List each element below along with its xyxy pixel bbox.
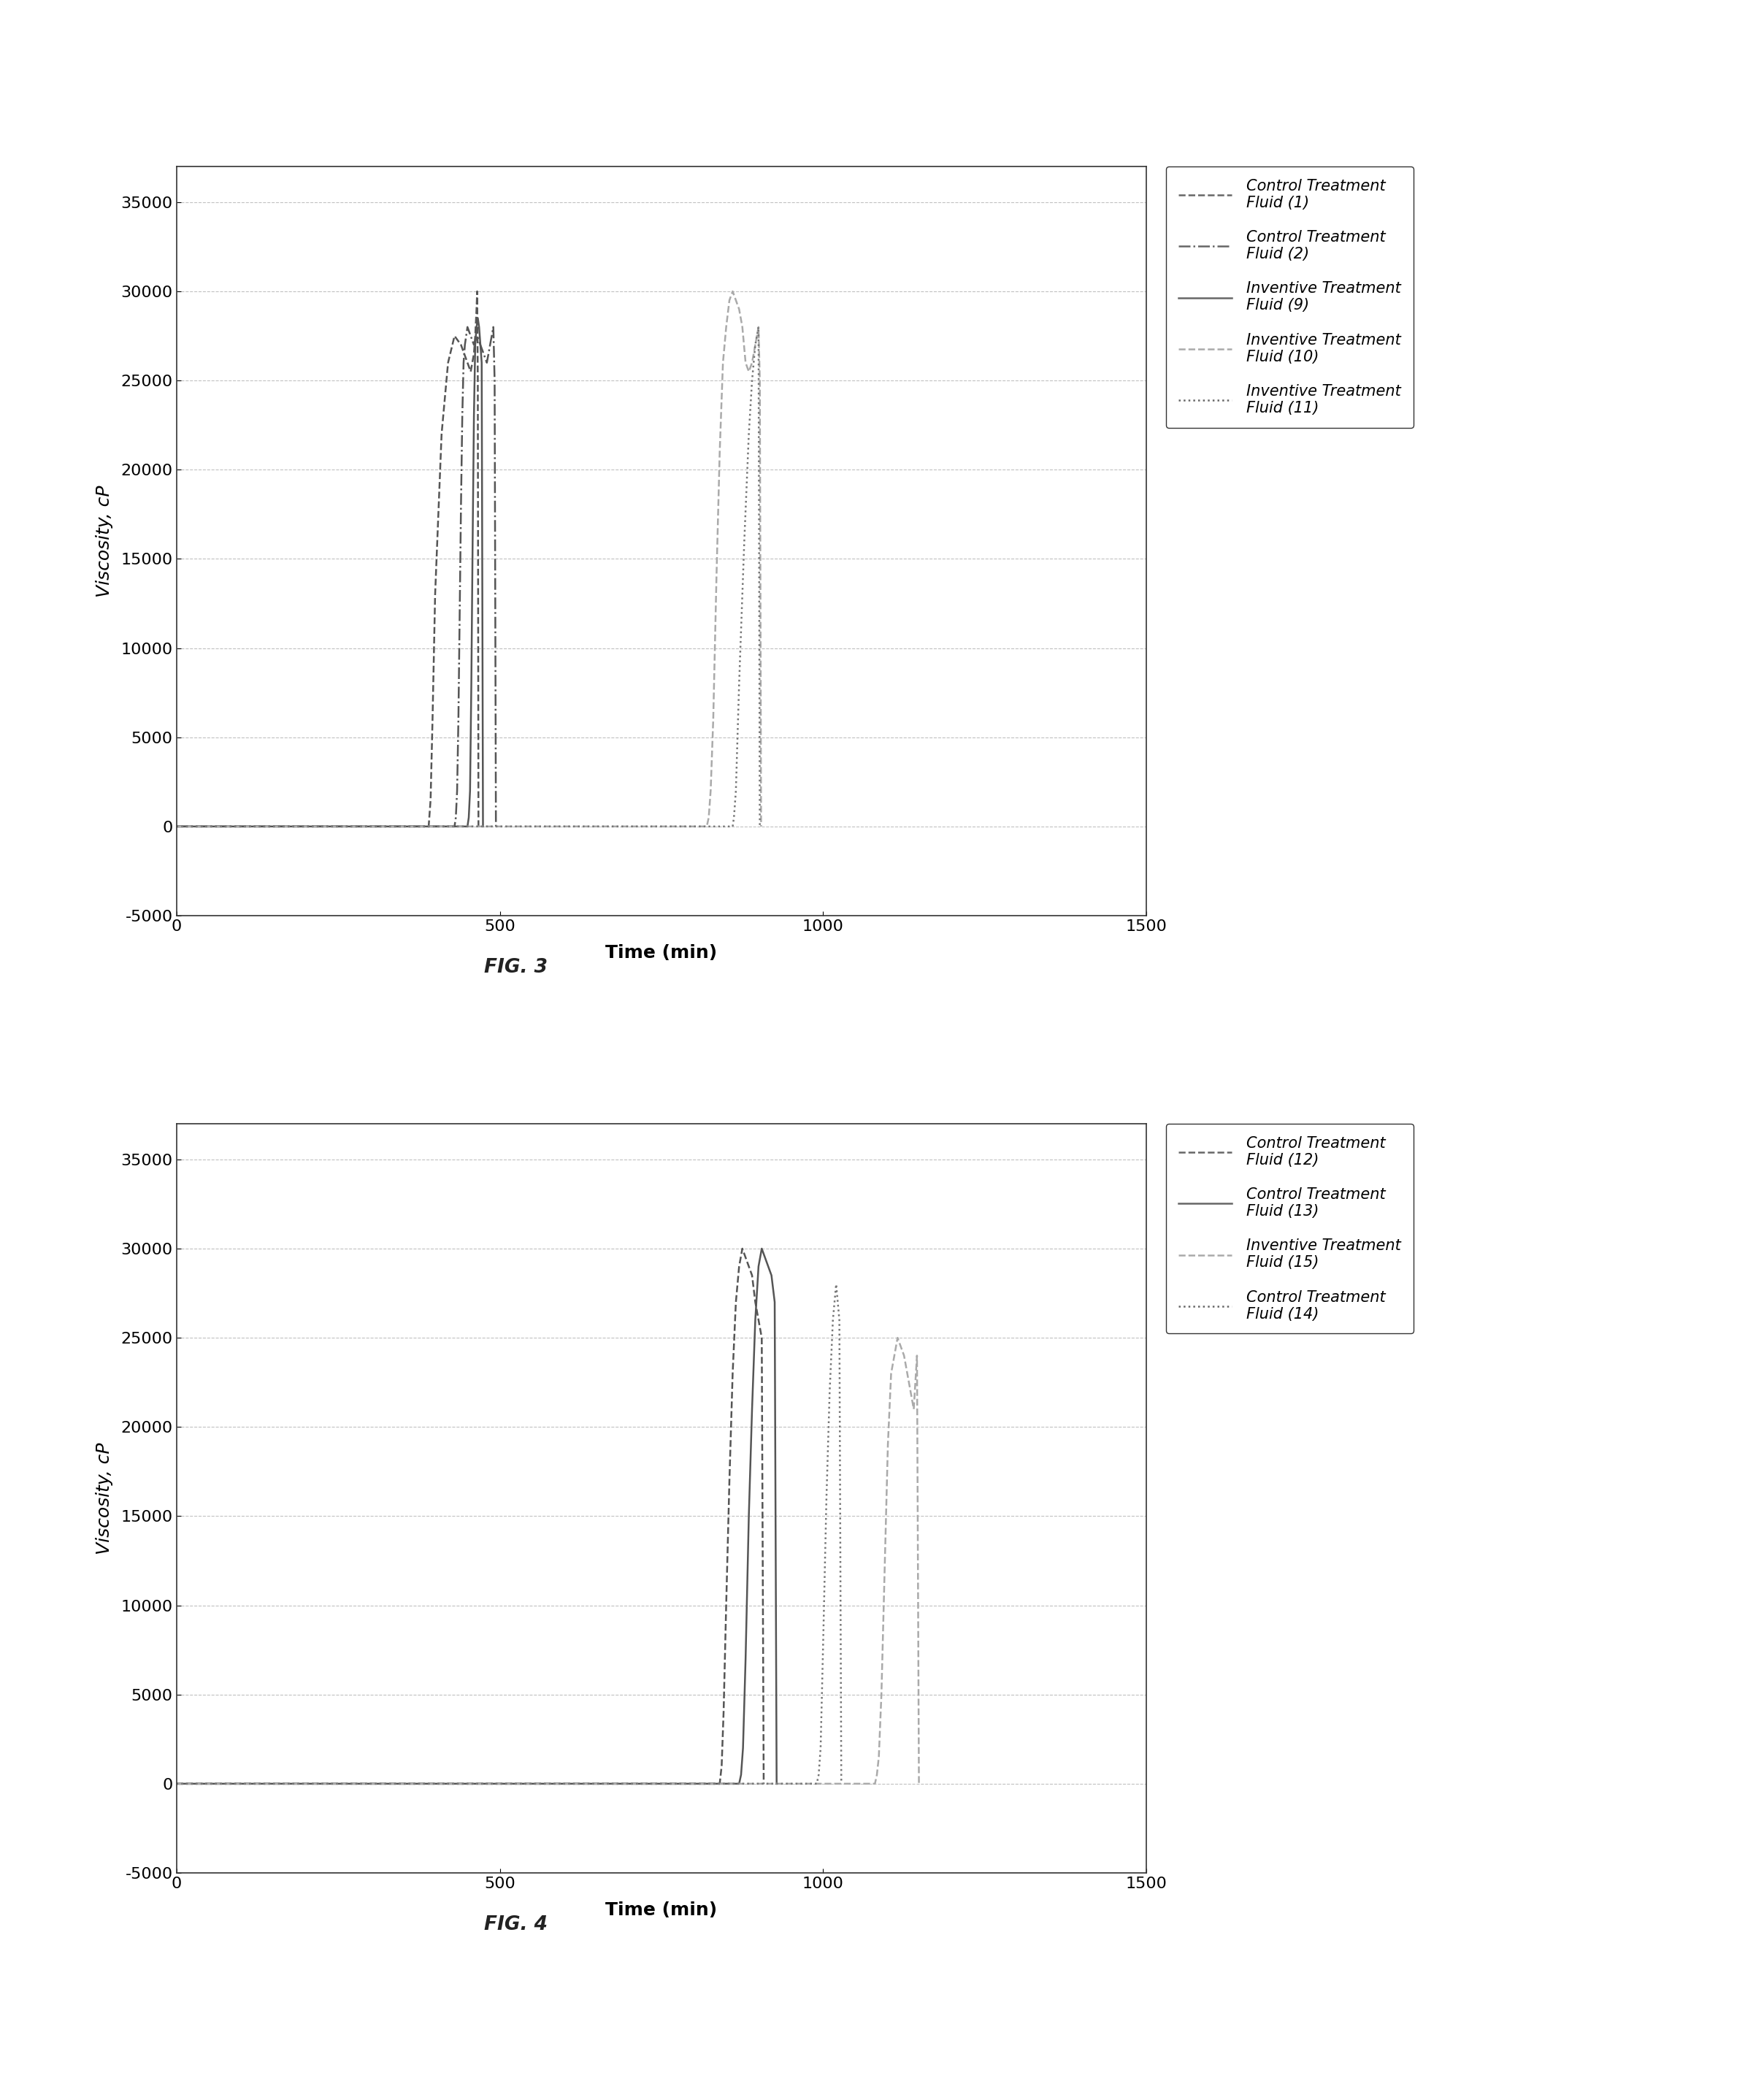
Y-axis label: Viscosity, cP: Viscosity, cP [95,1442,113,1555]
Text: FIG. 4: FIG. 4 [483,1915,549,1935]
X-axis label: Time (min): Time (min) [605,945,718,961]
Legend: Control Treatment
Fluid (12), Control Treatment
Fluid (13), Inventive Treatment
: Control Treatment Fluid (12), Control Tr… [1166,1124,1413,1334]
Y-axis label: Viscosity, cP: Viscosity, cP [95,485,113,597]
Legend: Control Treatment
Fluid (1), Control Treatment
Fluid (2), Inventive Treatment
Fl: Control Treatment Fluid (1), Control Tre… [1166,166,1413,427]
Text: FIG. 3: FIG. 3 [483,957,549,978]
X-axis label: Time (min): Time (min) [605,1902,718,1919]
